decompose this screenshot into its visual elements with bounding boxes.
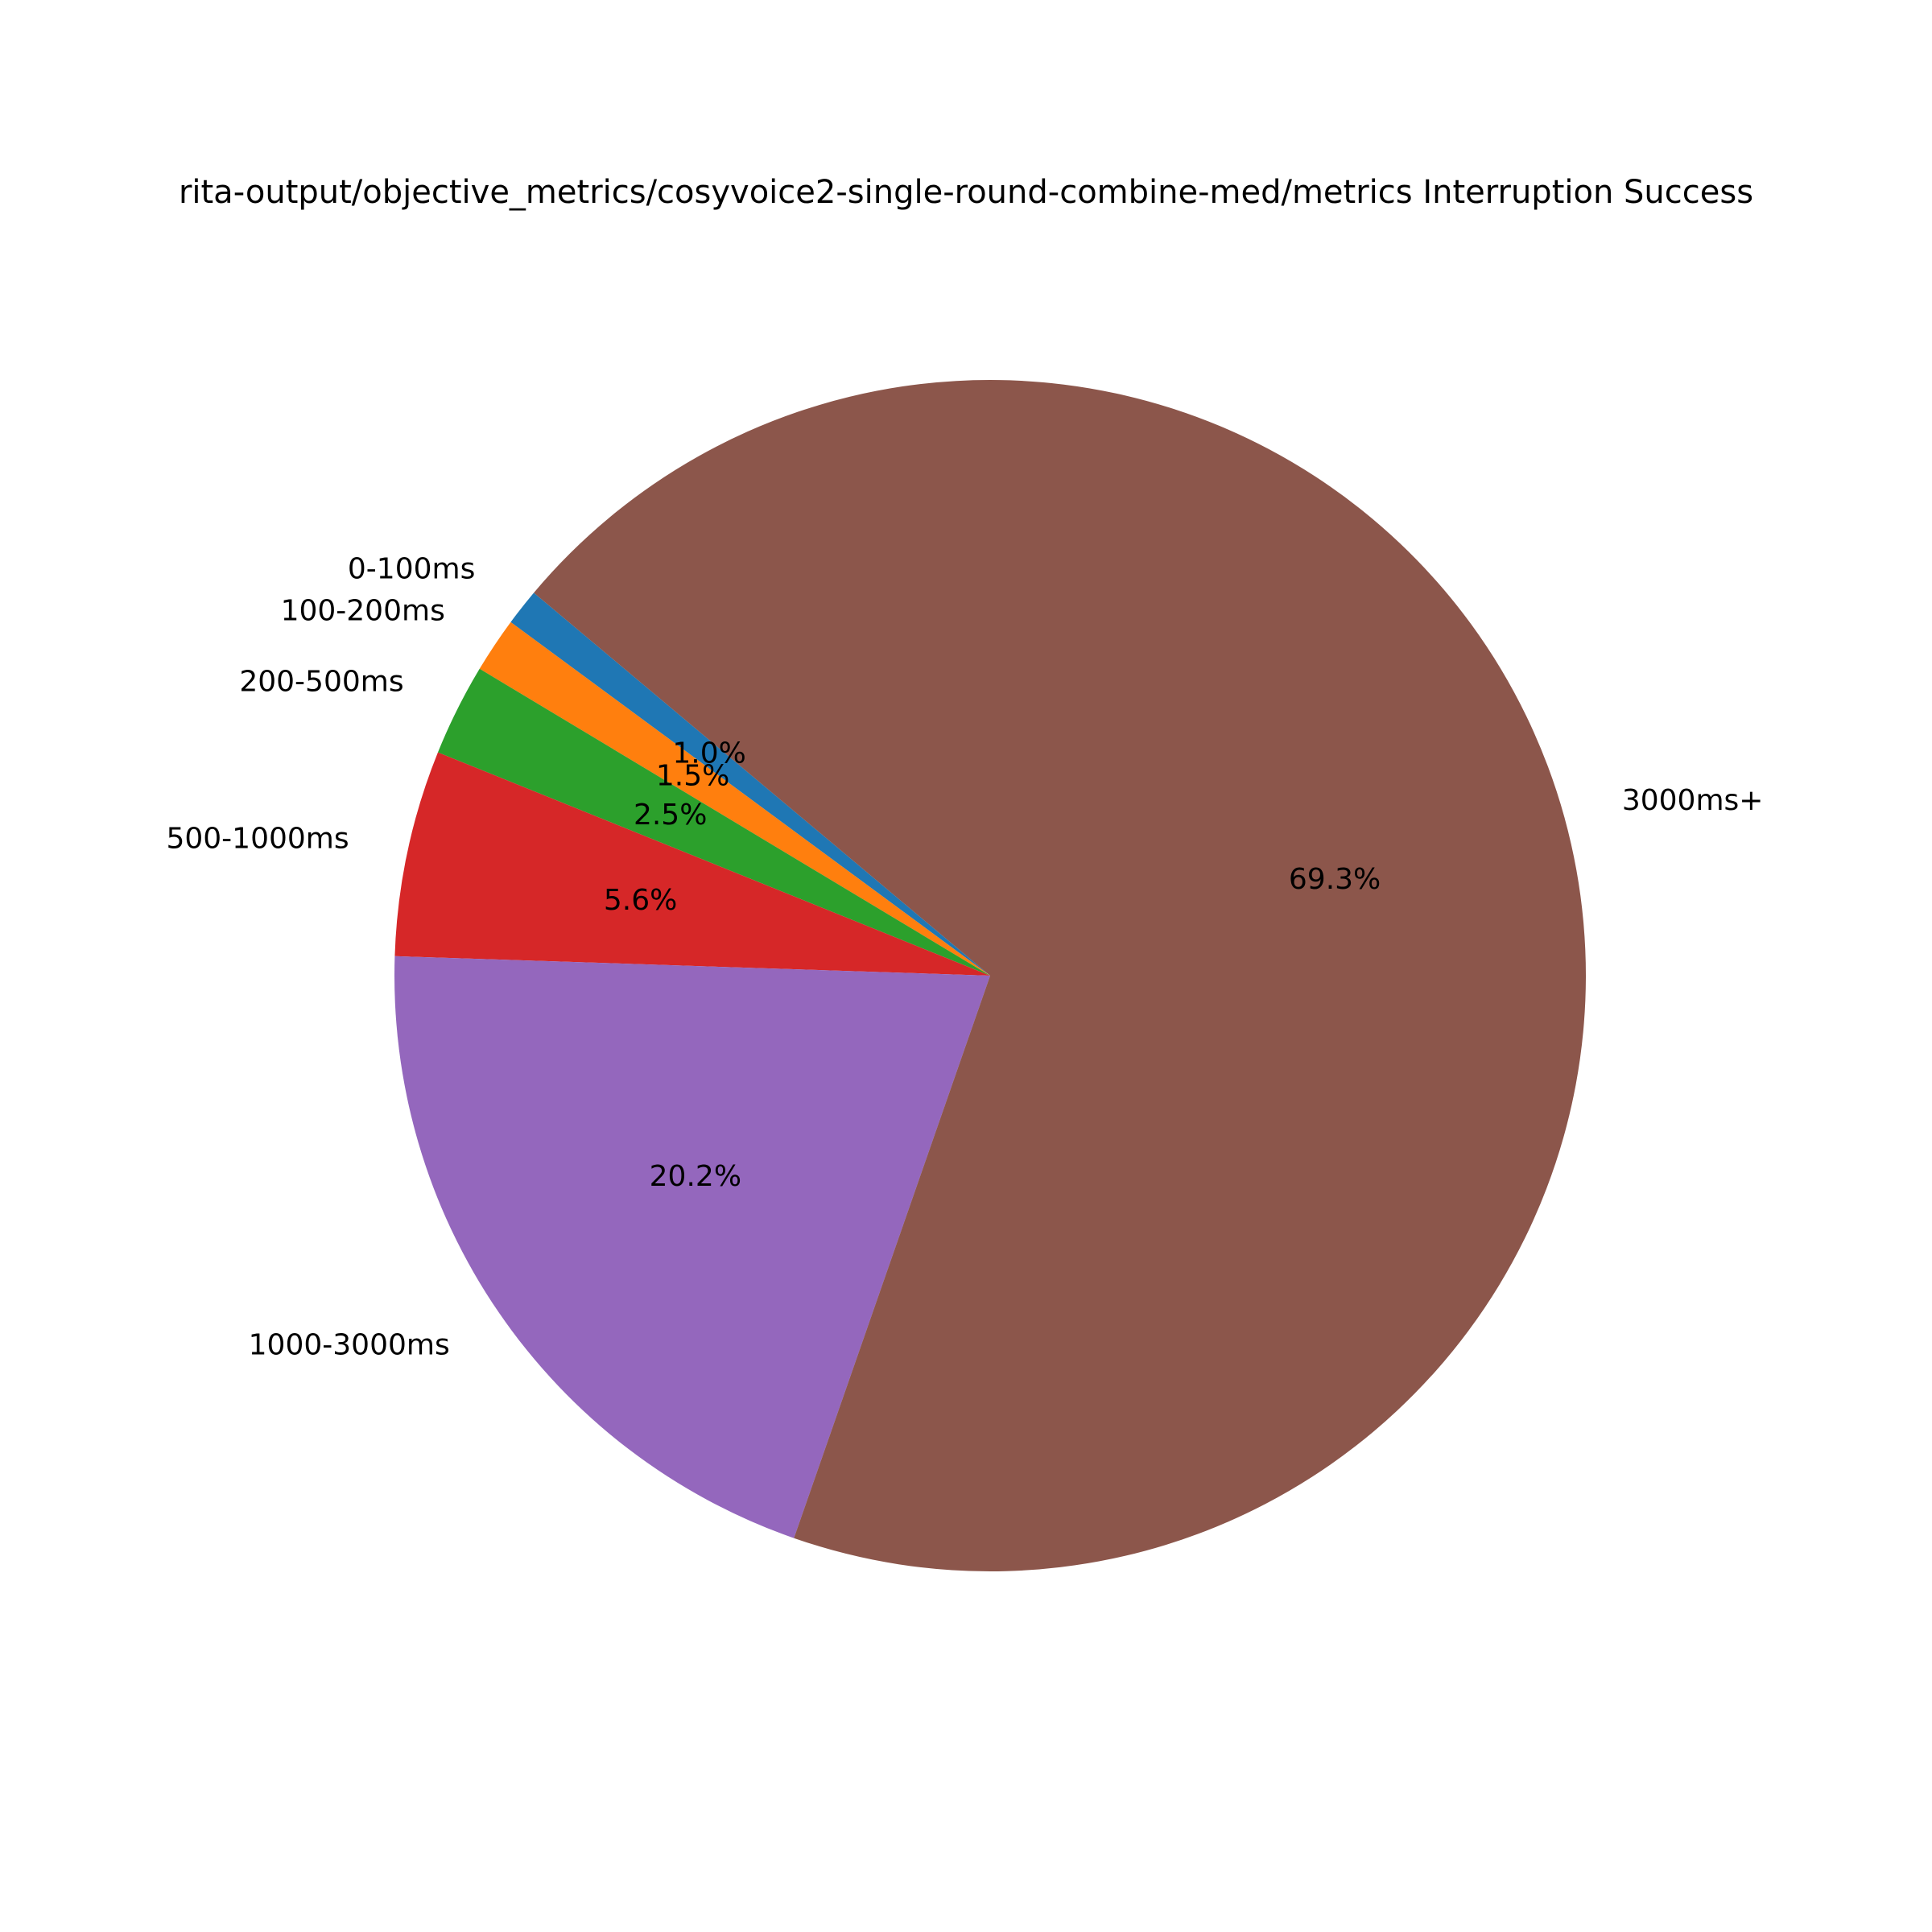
slice-percent-label: 69.3%	[1289, 863, 1381, 896]
pie-slice-200-500ms	[437, 668, 990, 976]
slice-percent-label: 1.5%	[656, 760, 729, 793]
slice-percent-label: 1.0%	[672, 737, 745, 770]
slice-category-label: 100-200ms	[281, 594, 445, 627]
pie-slice-1000-3000ms	[394, 956, 990, 1538]
chart-title: rita-output/objective_metrics/cosyvoice2…	[178, 174, 1754, 211]
pie-slice-0-100ms	[510, 592, 990, 976]
slice-percent-label: 20.2%	[650, 1160, 741, 1193]
slice-percent-label: 2.5%	[634, 799, 707, 832]
slice-category-label: 500-1000ms	[166, 822, 349, 855]
pie-slice-500-1000ms	[394, 752, 990, 976]
slice-percent-label: 5.6%	[604, 884, 677, 917]
pie-slice-100-200ms	[479, 621, 990, 976]
pie-slices	[394, 380, 1586, 1572]
slice-category-label: 1000-3000ms	[249, 1328, 450, 1361]
slice-category-label: 0-100ms	[348, 553, 475, 586]
pie-labels: 0-100ms 1.0% 100-200ms 1.5% 200-500ms 2.5% 500…	[166, 553, 1763, 1362]
slice-category-label: 3000ms+	[1622, 784, 1764, 817]
slice-category-label: 200-500ms	[239, 666, 403, 699]
pie-slice-3000ms	[534, 380, 1586, 1572]
